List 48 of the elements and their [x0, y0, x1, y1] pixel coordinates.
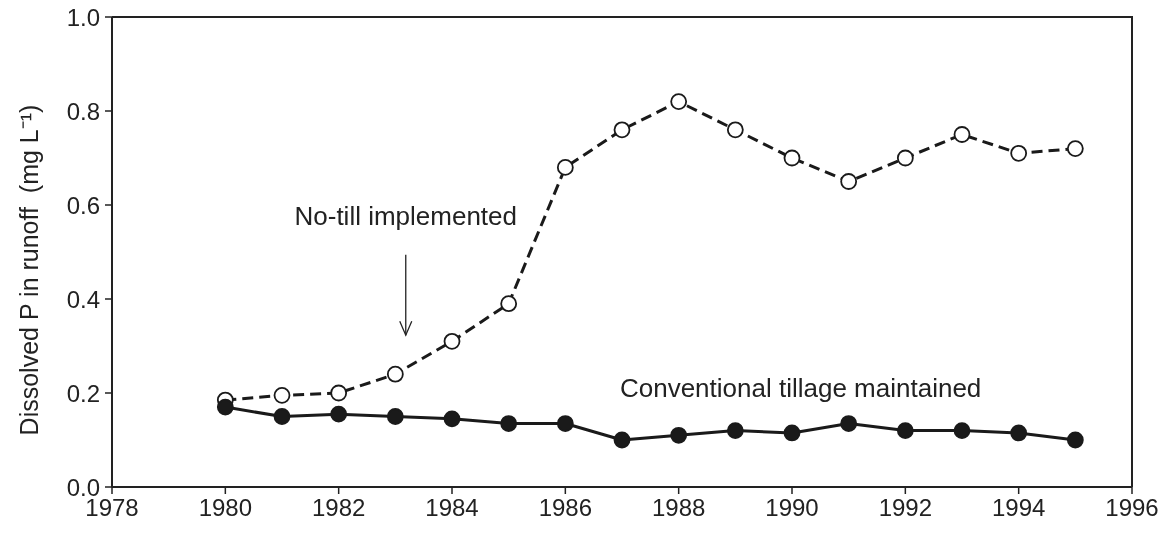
x-tick-label: 1980 — [198, 494, 253, 522]
point — [386, 365, 404, 383]
point — [330, 384, 348, 402]
x-tick-label: 1986 — [538, 494, 593, 522]
point — [386, 408, 404, 425]
point — [1066, 431, 1084, 449]
annotation: No-till implemented — [294, 201, 518, 232]
y-tick-label: 0.8 — [66, 97, 100, 125]
point — [670, 93, 688, 110]
x-tick-label: 1994 — [991, 494, 1046, 522]
series-label: Conventional tillage maintained — [619, 373, 982, 404]
point — [500, 295, 518, 313]
x-tick-label: 1992 — [878, 494, 933, 522]
point — [783, 424, 801, 442]
point — [1066, 140, 1084, 157]
point — [953, 126, 971, 143]
point — [613, 121, 631, 139]
x-tick-label: 1996 — [1105, 494, 1159, 522]
point — [330, 405, 348, 423]
point — [443, 410, 461, 428]
y-tick-label: 0.4 — [66, 285, 100, 313]
point — [273, 386, 291, 404]
x-tick-label: 1982 — [311, 494, 366, 522]
point — [556, 159, 574, 176]
point — [500, 415, 518, 432]
x-tick-label: 1990 — [765, 494, 819, 522]
point — [896, 149, 914, 167]
x-tick-label: 1984 — [425, 494, 479, 522]
y-tick-label: 1.0 — [66, 3, 100, 31]
point — [613, 431, 631, 449]
point — [1010, 144, 1028, 162]
y-tick-label: 0.6 — [66, 191, 100, 219]
y-axis-title: Dissolved P in runoff (mg L⁻¹) — [15, 104, 43, 436]
point — [443, 332, 461, 350]
point — [840, 173, 858, 190]
point — [953, 422, 971, 439]
x-tick-label: 1988 — [651, 494, 706, 522]
point — [670, 426, 688, 444]
point — [1010, 424, 1028, 442]
point — [783, 149, 801, 167]
point — [273, 408, 291, 425]
point — [726, 121, 744, 139]
point — [840, 415, 858, 432]
point — [556, 415, 574, 432]
point — [726, 422, 744, 439]
point — [216, 398, 234, 416]
y-tick-label: 0.2 — [66, 379, 100, 407]
point — [896, 422, 914, 439]
